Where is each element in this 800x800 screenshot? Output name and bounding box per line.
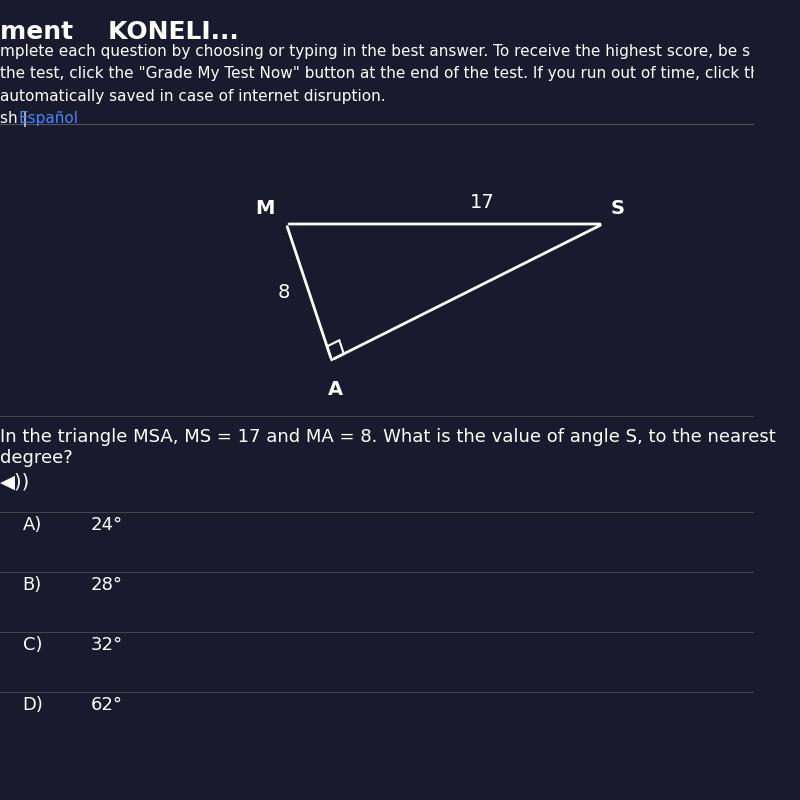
- Text: 32°: 32°: [90, 636, 122, 654]
- Text: Español: Español: [19, 111, 79, 126]
- Text: A: A: [328, 380, 343, 399]
- Text: the test, click the "Grade My Test Now" button at the end of the test. If you ru: the test, click the "Grade My Test Now" …: [0, 66, 760, 82]
- Text: S: S: [610, 198, 624, 218]
- Text: ment    KONELI...: ment KONELI...: [0, 20, 238, 44]
- Text: A): A): [22, 516, 42, 534]
- Text: In the triangle MSA, MS = 17 and MA = 8. What is the value of angle S, to the ne: In the triangle MSA, MS = 17 and MA = 8.…: [0, 428, 776, 467]
- Text: M: M: [256, 198, 275, 218]
- Text: 62°: 62°: [90, 696, 122, 714]
- Text: 17: 17: [470, 193, 494, 212]
- Text: C): C): [22, 636, 42, 654]
- Text: mplete each question by choosing or typing in the best answer. To receive the hi: mplete each question by choosing or typi…: [0, 44, 750, 59]
- Text: automatically saved in case of internet disruption.: automatically saved in case of internet …: [0, 89, 386, 104]
- Text: 8: 8: [278, 282, 290, 302]
- Text: 24°: 24°: [90, 516, 122, 534]
- Text: 28°: 28°: [90, 576, 122, 594]
- Text: ◀)): ◀)): [0, 472, 30, 491]
- Text: D): D): [22, 696, 43, 714]
- Text: sh |: sh |: [0, 111, 33, 127]
- Text: B): B): [22, 576, 42, 594]
